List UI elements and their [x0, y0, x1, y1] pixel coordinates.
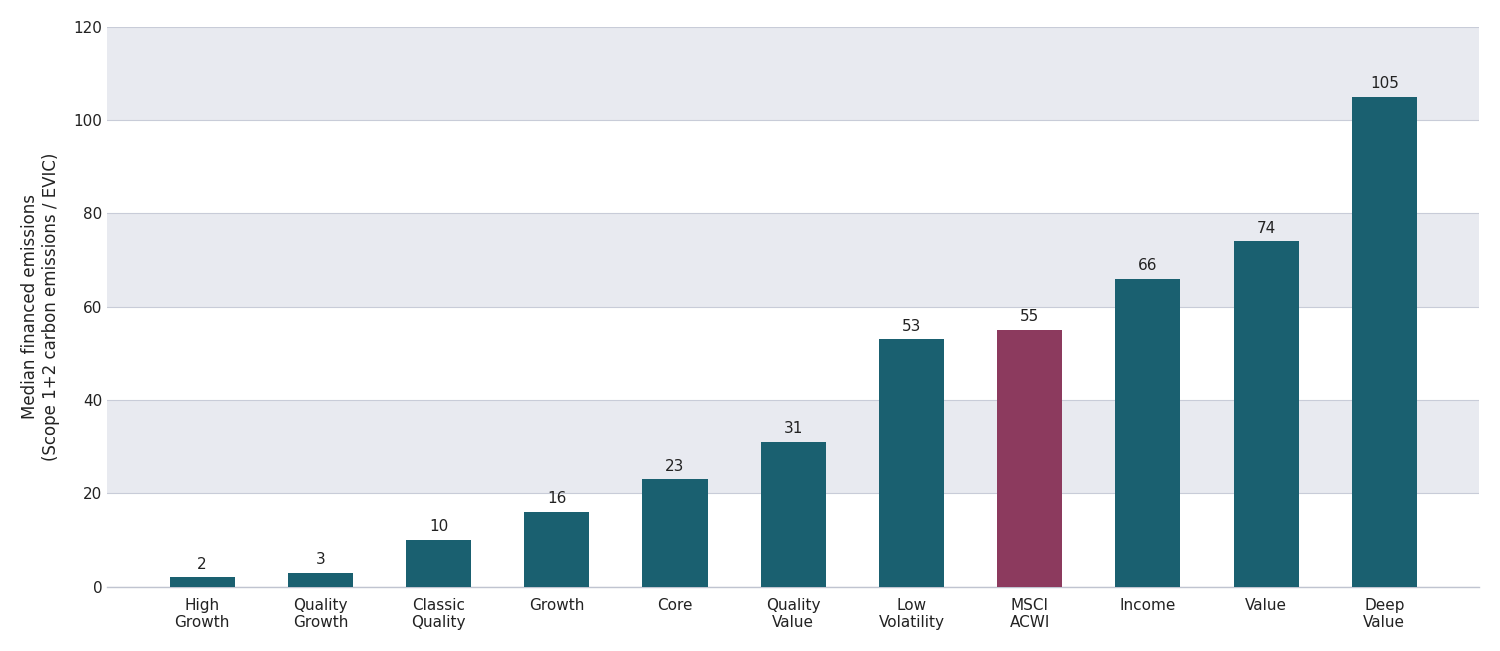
Bar	[288, 573, 352, 587]
Bar	[108, 400, 1479, 493]
Bar	[1233, 242, 1299, 587]
Y-axis label: Median financed emissions
(Scope 1+2 carbon emissions / EVIC): Median financed emissions (Scope 1+2 car…	[21, 152, 60, 461]
Bar	[108, 307, 1479, 400]
Bar	[108, 27, 1479, 120]
Bar	[1352, 97, 1418, 587]
Text: 31: 31	[783, 421, 802, 436]
Bar	[406, 540, 471, 587]
Bar	[108, 214, 1479, 307]
Text: 16: 16	[548, 492, 567, 506]
Text: 66: 66	[1138, 258, 1158, 273]
Text: 23: 23	[666, 459, 684, 474]
Text: 53: 53	[902, 319, 921, 334]
Bar	[108, 493, 1479, 587]
Text: 3: 3	[315, 552, 326, 567]
Text: 74: 74	[1257, 221, 1275, 236]
Bar	[642, 479, 708, 587]
Bar	[760, 442, 825, 587]
Bar	[108, 120, 1479, 214]
Text: 55: 55	[1020, 309, 1040, 324]
Bar	[170, 577, 234, 587]
Text: 2: 2	[198, 557, 207, 572]
Text: 105: 105	[1370, 76, 1398, 91]
Bar	[879, 339, 944, 587]
Bar	[1116, 279, 1180, 587]
Bar	[525, 512, 590, 587]
Bar	[998, 330, 1062, 587]
Text: 10: 10	[429, 519, 448, 534]
